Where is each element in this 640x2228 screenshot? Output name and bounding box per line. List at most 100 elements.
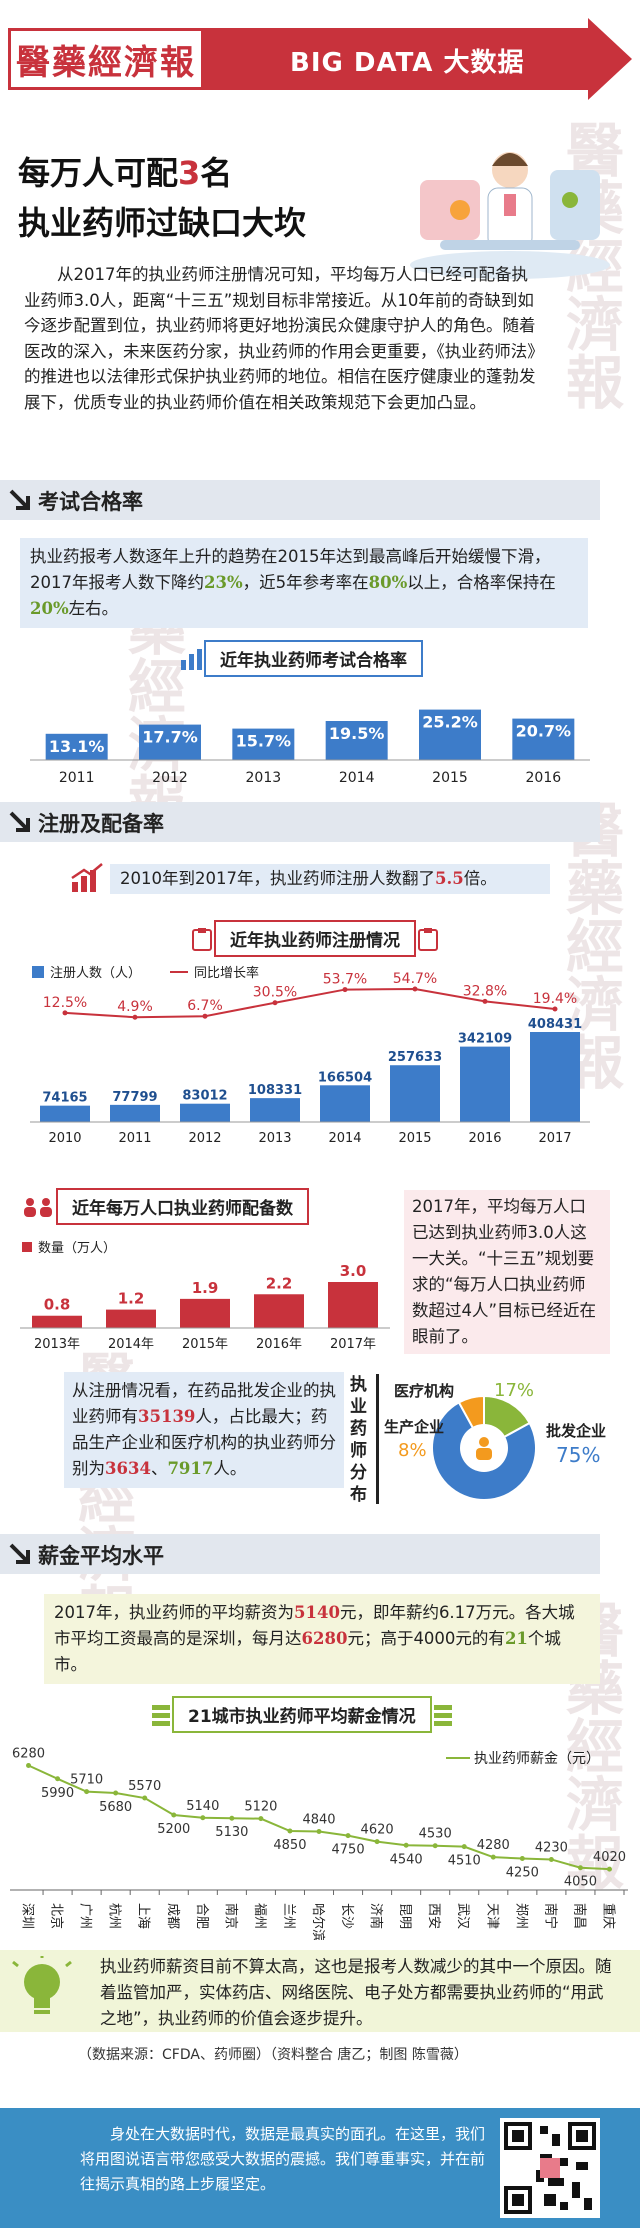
bar [250,1098,300,1122]
chart5-title-wrap: 21城市执业药师平均薪金情况 [150,1696,454,1733]
salary-value-label: 5680 [99,1800,132,1815]
x-tick-label: 2016 [526,770,562,786]
salary-value-label: 4250 [506,1866,539,1881]
growth-label: 12.5% [43,995,87,1011]
growth-point [62,1010,68,1016]
salary-point [606,1866,612,1872]
arrow-down-right-icon [9,489,30,510]
growth-point [132,1014,138,1020]
x-tick-label: 2017 [538,1131,571,1146]
salary-point [84,1789,90,1795]
x-tick-label: 2013 [258,1131,291,1146]
legend-swatch [22,1242,32,1252]
x-tick-label: 2010 [48,1131,81,1146]
salary-point [258,1816,264,1822]
salary-value-label: 5130 [215,1825,248,1840]
x-tick-label: 哈尔滨 [310,1903,326,1940]
people-icon [24,1197,52,1217]
x-tick-label: 合肥 [194,1903,209,1929]
salary-value-label: 4510 [448,1854,481,1869]
growth-line [64,988,556,1019]
growth-point [272,1000,278,1006]
register-text: 2010年到2017年，执业药师注册人数翻了 [120,869,435,888]
salary-value: 5140 [294,1603,340,1622]
salary-text: 元，即年薪约6.17万元。各大城市平均工资最高的是深圳，每月达 [54,1603,575,1648]
salary-point [403,1842,409,1848]
salary-value-label: 5140 [186,1799,219,1814]
density-note: 2017年，平均每万人口已达到执业药师3.0人这一大关。“十三五”规划要求的“每… [404,1190,610,1354]
bar [180,1103,230,1122]
x-tick-label: 2014年 [108,1337,154,1352]
pie-value-label: 75% [556,1443,600,1467]
distribution-summary: 从注册情况看，在药品批发企业的执业药师有35139人，占比最大；药品生产企业和医… [64,1372,344,1488]
x-tick-label: 深圳 [20,1903,35,1929]
bar [40,1105,90,1122]
salary-value-label: 6280 [12,1747,45,1762]
header-banner [198,28,588,90]
stack-icon [152,1704,170,1726]
x-tick-label: 昆明 [397,1903,412,1929]
bar-value-label: 3.0 [340,1262,367,1280]
arrow-down-right-icon [9,1543,30,1564]
salary-value-label: 5710 [70,1773,103,1788]
salary-value-label: 4850 [273,1838,306,1853]
distribution-text: 人，占比最大；药品生产企业和医疗机构的执业药师分别为 [72,1407,336,1478]
bar-value-label: 342109 [458,1032,512,1047]
salary-summary: 2017年，执业药师的平均薪资为5140元，即年薪约6.17万元。各大城市平均工… [44,1594,600,1684]
salary-value-label: 5120 [244,1800,277,1815]
x-tick-label: 成都 [165,1903,180,1929]
exam-text: 左右。 [68,599,119,618]
section-title-register: 注册及配备率 [38,812,164,836]
growth-label: 19.4% [533,991,577,1007]
pie-category-label: 生产企业 [384,1418,444,1436]
stack-icon [433,1704,452,1726]
salary-text: 元；高于4000元的有 [347,1629,505,1648]
divider [376,1374,379,1504]
bar-value-label: 1.9 [192,1279,219,1297]
x-tick-label: 2016 [468,1131,501,1146]
salary-point [229,1815,235,1821]
register-text: 倍。 [463,869,497,888]
bar [232,728,295,760]
salary-point [577,1865,583,1871]
x-tick-label: 西安 [426,1903,441,1929]
growth-label: 30.5% [253,985,297,1001]
salary-point [490,1854,496,1860]
x-tick-label: 广州 [78,1903,93,1929]
bar [512,718,575,760]
person-icon [476,1448,492,1460]
salary-text: 2017年，执业药师的平均薪资为 [54,1603,294,1622]
header-title: BIG DATA 大数据 [290,48,525,78]
qr-code-icon[interactable] [500,2118,600,2218]
intro-paragraph: 从2017年的执业药师注册情况可知，平均每万人口已经可配备执业药师3.0人，距离… [24,265,544,412]
section-header-salary [0,1534,600,1574]
x-tick-label: 杭州 [107,1903,122,1929]
growth-label: 54.7% [393,971,437,987]
bar-value-label: 15.7% [236,732,292,751]
legend-label: 注册人数（人） [50,966,141,981]
bar [32,1315,82,1328]
x-tick-label: 2017年 [330,1337,376,1352]
exam-text: 以上，合格率保持在 [407,573,556,592]
headline-part: 每万人可配 [18,154,179,192]
x-tick-label: 2012 [188,1131,221,1146]
salary-value-label: 4020 [593,1850,626,1865]
distribution-text: 从注册情况看，在药品批发企业的执业药师有 [72,1381,336,1426]
pie-category-label: 医疗机构 [394,1382,454,1400]
growth-label: 4.9% [117,999,153,1015]
x-tick-label: 天津 [484,1903,499,1929]
bar [180,1298,230,1328]
salary-value-label: 5570 [128,1779,161,1794]
bar-value-label: 19.5% [329,724,385,743]
bar [325,721,388,760]
distribution-chart-title: 执业药师分布 [350,1375,367,1505]
chart2-title: 近年执业药师注册情况 [214,920,416,957]
bar-value-label: 166504 [318,1070,372,1085]
x-tick-label: 南昌 [571,1903,587,1929]
bar-value-label: 0.8 [44,1296,71,1314]
header-arrow [588,18,632,100]
x-tick-label: 武汉 [455,1903,470,1929]
x-tick-label: 兰州 [281,1903,296,1929]
salary-value-label: 4050 [564,1875,597,1890]
distribution-value: 7917 [167,1459,214,1478]
